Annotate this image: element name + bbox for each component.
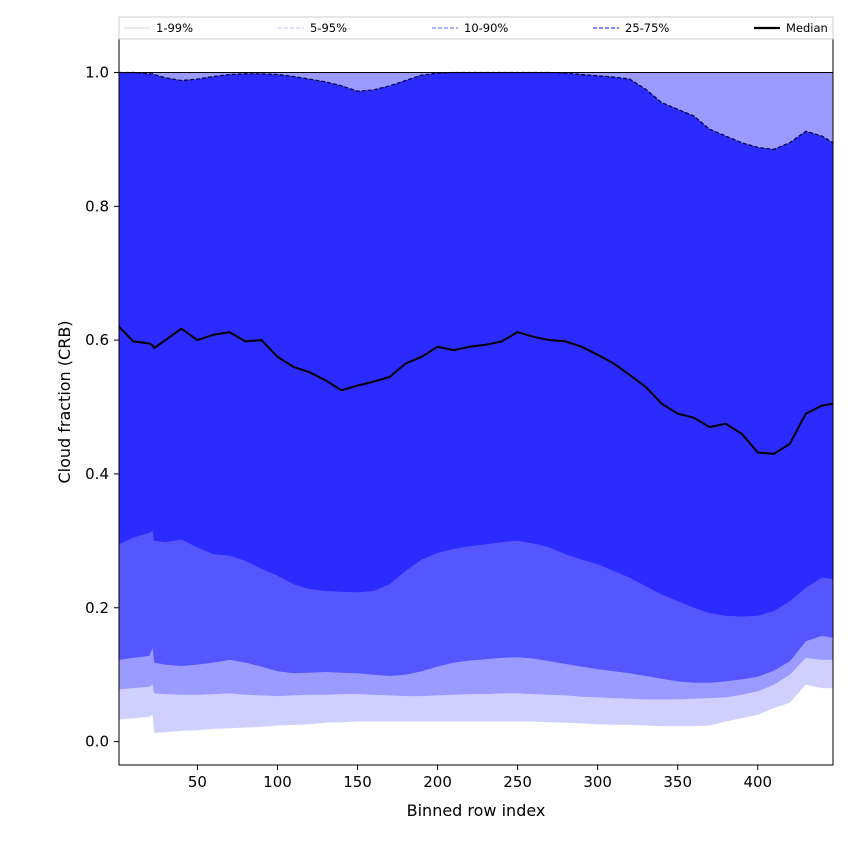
legend-label: 1-99% xyxy=(156,21,193,35)
legend-label: 25-75% xyxy=(625,21,669,35)
y-tick-label: 0.8 xyxy=(85,197,109,215)
y-tick-label: 0.2 xyxy=(85,599,109,617)
y-tick-label: 1.0 xyxy=(85,63,109,81)
y-tick-label: 0.0 xyxy=(85,733,109,751)
y-tick-label: 0.6 xyxy=(85,331,109,349)
x-tick-label: 400 xyxy=(743,773,772,791)
legend: 1-99% 5-95% 10-90% 25-75% Median xyxy=(118,16,834,40)
y-tick-label: 0.4 xyxy=(85,465,109,483)
plot-area xyxy=(119,71,833,733)
x-tick-label: 100 xyxy=(263,773,292,791)
series-line-median xyxy=(119,326,833,455)
x-tick-label: 200 xyxy=(423,773,452,791)
legend-label: 10-90% xyxy=(464,21,508,35)
legend-label: Median xyxy=(786,21,828,35)
axes: 50 100 150 200 250 300 350 400 0.0 0.2 0.4 0.6 0.8 1.… xyxy=(85,38,834,791)
x-tick-label: 150 xyxy=(343,773,372,791)
x-tick-label: 50 xyxy=(188,773,207,791)
x-tick-label: 300 xyxy=(583,773,612,791)
y-axis-label: Cloud fraction (CRB) xyxy=(55,320,74,483)
legend-label: 5-95% xyxy=(310,21,347,35)
x-axis-label: Binned row index xyxy=(407,801,546,820)
band-25-75% xyxy=(119,72,833,617)
x-tick-label: 350 xyxy=(663,773,692,791)
x-tick-label: 250 xyxy=(503,773,532,791)
legend-box xyxy=(118,16,834,40)
